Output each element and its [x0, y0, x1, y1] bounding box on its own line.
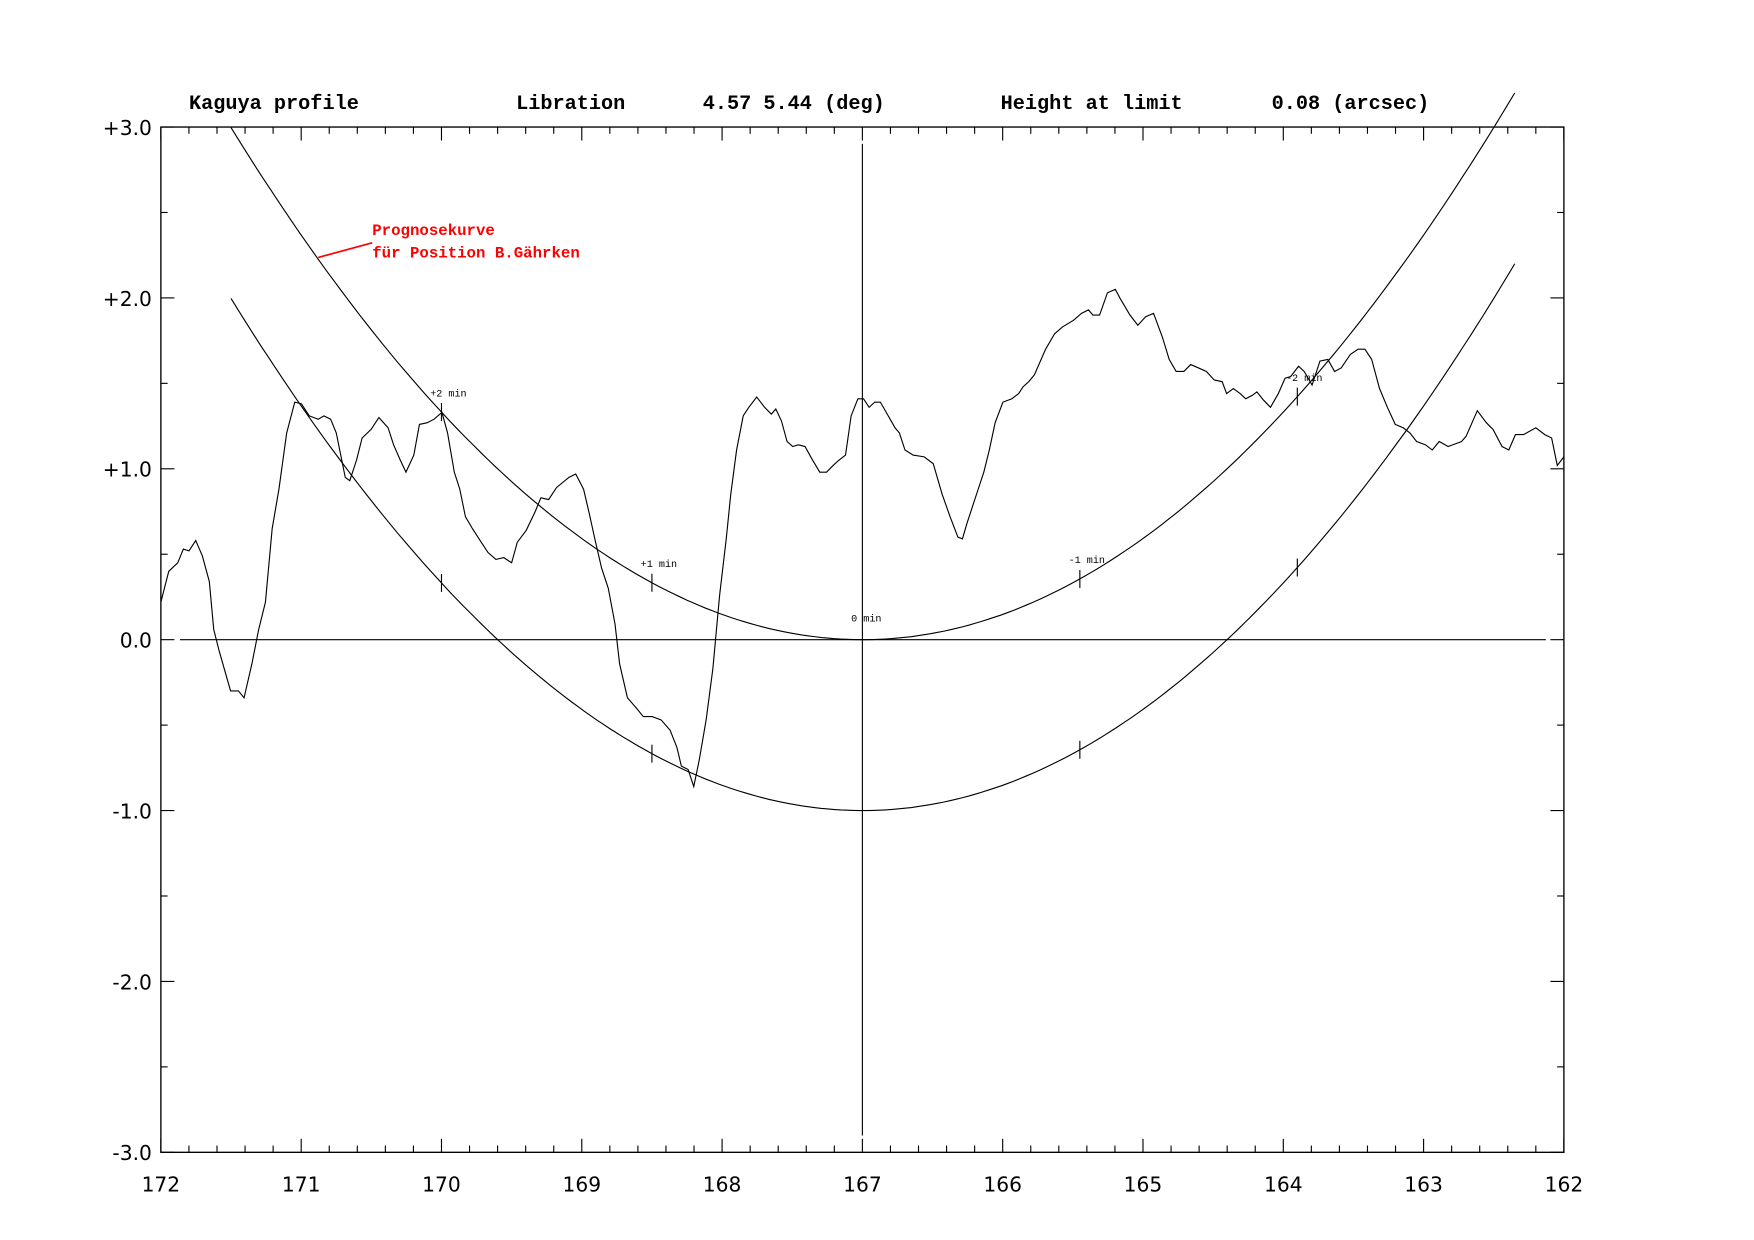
time-mark-label: -1 min	[1069, 555, 1105, 567]
prediction-curves	[230, 92, 1516, 812]
x-tick-label: 167	[843, 1173, 882, 1197]
x-tick-label: 172	[142, 1173, 181, 1197]
chart-title: Kaguya profile	[189, 93, 359, 116]
libration-value: 4.57 5.44 (deg)	[703, 93, 885, 116]
prediction-curve-1	[230, 92, 1516, 641]
y-tick-label: 0.0	[120, 629, 152, 653]
axes: 172 171 170 169 168 167 166 165 164 163 162 +3.0 +2.…	[103, 116, 1583, 1197]
y-tick-label: +3.0	[103, 116, 152, 140]
annotation-line-1: Prognosekurve	[372, 222, 495, 240]
x-tick-label: 171	[282, 1173, 321, 1197]
annotation-line-2: für Position B.Gährken	[372, 244, 580, 262]
y-tick-label: -3.0	[112, 1141, 151, 1165]
x-tick-label: 165	[1124, 1173, 1163, 1197]
height-label: Height at limit	[1001, 93, 1183, 116]
x-tick-label: 162	[1545, 1173, 1584, 1197]
y-tick-label: -1.0	[112, 799, 151, 823]
profile-line	[160, 288, 1565, 789]
libration-label: Libration	[516, 93, 625, 116]
y-tick-label: +1.0	[103, 458, 152, 482]
y-tick-label: -2.0	[112, 970, 151, 994]
time-mark-label: 0 min	[851, 614, 881, 626]
x-tick-label: 168	[703, 1173, 742, 1197]
annotation: Prognosekurve für Position B.Gährken	[318, 222, 580, 262]
time-mark-label: +1 min	[641, 559, 677, 571]
x-tick-label: 163	[1404, 1173, 1443, 1197]
y-tick-label: +2.0	[103, 287, 152, 311]
time-mark-label: +2 min	[430, 388, 466, 400]
annotation-pointer	[318, 242, 373, 259]
x-tick-label: 170	[422, 1173, 461, 1197]
height-value: 0.08 (arcsec)	[1272, 93, 1430, 116]
chart-header: Kaguya profile Libration 4.57 5.44 (deg)…	[189, 93, 1429, 116]
prediction-curve-2	[230, 263, 1516, 812]
x-tick-label: 169	[562, 1173, 601, 1197]
x-tick-label: 164	[1264, 1173, 1303, 1197]
x-tick-label: 166	[983, 1173, 1022, 1197]
